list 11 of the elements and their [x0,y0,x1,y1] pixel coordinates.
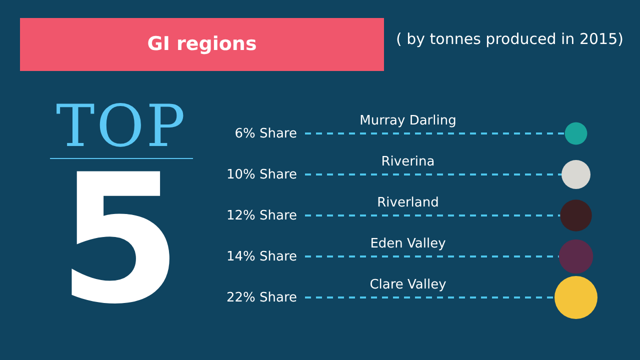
category-label: Riverland [377,196,439,210]
category-label: Eden Valley [370,236,446,252]
data-label: 14% Share [226,250,297,264]
data-label: 6% Share [234,126,297,142]
data-label: 10% Share [226,168,297,182]
text: ( by tonnes produced in 2015) [396,30,624,48]
category-label: Riverina [381,154,435,170]
category-label: Murray Darling [360,114,456,128]
data-label: 22% Share [226,290,297,306]
category-label: Clare Valley [370,278,447,292]
data-label: 12% Share [226,208,297,224]
